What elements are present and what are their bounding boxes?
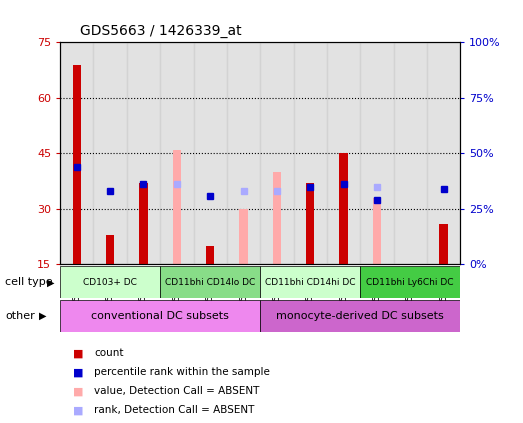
Bar <box>360 42 393 264</box>
Bar <box>394 42 427 264</box>
Text: GDS5663 / 1426339_at: GDS5663 / 1426339_at <box>80 25 242 38</box>
Text: count: count <box>94 348 123 358</box>
Bar <box>439 224 448 264</box>
Text: CD11bhi CD14hi DC: CD11bhi CD14hi DC <box>265 278 356 287</box>
Bar <box>260 266 360 298</box>
Bar <box>160 266 260 298</box>
Bar <box>360 266 460 298</box>
Bar <box>160 42 194 264</box>
Text: percentile rank within the sample: percentile rank within the sample <box>94 367 270 377</box>
Bar <box>260 42 293 264</box>
Bar <box>60 300 260 332</box>
Bar <box>260 300 460 332</box>
Bar <box>272 172 281 264</box>
Bar <box>327 42 360 264</box>
Bar <box>127 42 160 264</box>
Text: CD103+ DC: CD103+ DC <box>83 278 137 287</box>
Bar <box>339 153 348 264</box>
Text: monocyte-derived DC subsets: monocyte-derived DC subsets <box>276 311 444 321</box>
Text: cell type: cell type <box>5 277 53 287</box>
Text: ■: ■ <box>73 386 84 396</box>
Text: value, Detection Call = ABSENT: value, Detection Call = ABSENT <box>94 386 259 396</box>
Text: conventional DC subsets: conventional DC subsets <box>91 311 229 321</box>
Bar <box>406 264 414 268</box>
Bar <box>293 42 327 264</box>
Text: rank, Detection Call = ABSENT: rank, Detection Call = ABSENT <box>94 405 255 415</box>
Text: ■: ■ <box>73 348 84 358</box>
Text: CD11bhi CD14lo DC: CD11bhi CD14lo DC <box>165 278 255 287</box>
Bar <box>94 42 127 264</box>
Bar <box>306 183 314 264</box>
Text: ▶: ▶ <box>47 277 54 287</box>
Bar <box>194 42 227 264</box>
Text: ■: ■ <box>73 405 84 415</box>
Bar <box>60 42 94 264</box>
Bar <box>227 42 260 264</box>
Text: ▶: ▶ <box>39 311 47 321</box>
Bar <box>206 246 214 264</box>
Text: other: other <box>5 311 35 321</box>
Bar <box>240 209 248 264</box>
Bar <box>373 198 381 264</box>
Bar <box>60 266 160 298</box>
Text: ■: ■ <box>73 367 84 377</box>
Bar <box>173 150 181 264</box>
Bar <box>427 42 460 264</box>
Bar <box>106 235 115 264</box>
Bar <box>73 65 81 264</box>
Bar <box>139 183 147 264</box>
Text: CD11bhi Ly6Chi DC: CD11bhi Ly6Chi DC <box>367 278 454 287</box>
